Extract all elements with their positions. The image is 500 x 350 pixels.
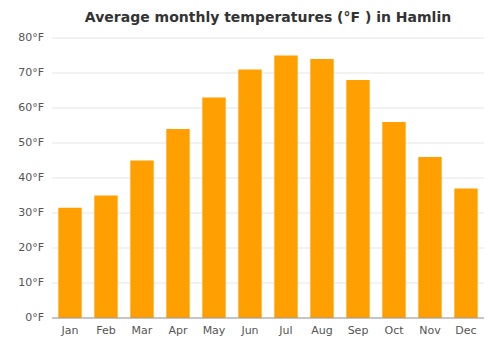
bar (382, 122, 405, 318)
x-tick-label: May (203, 324, 226, 337)
grid-line (52, 143, 484, 144)
y-tick-label: 70°F (18, 66, 44, 79)
x-tick-label: Jul (278, 324, 292, 337)
bar (346, 80, 369, 318)
bar (58, 208, 81, 318)
bar (166, 129, 189, 318)
bar (202, 98, 225, 319)
grid-line (52, 73, 484, 74)
bar (454, 189, 477, 319)
y-tick-label: 10°F (18, 276, 44, 289)
title: Average monthly temperatures (°F ) in Ha… (85, 9, 451, 25)
grid-line (52, 108, 484, 109)
y-axis: 0°F 10°F 20°F 30°F 40°F 50°F 60°F 70°F 80°F (18, 31, 484, 324)
y-tick-label: 40°F (18, 171, 44, 184)
y-tick-label: 20°F (18, 241, 44, 254)
x-tick-label: Dec (455, 324, 476, 337)
x-tick-label: Aug (311, 324, 332, 337)
bar (238, 70, 261, 319)
y-tick-label: 50°F (18, 136, 44, 149)
x-tick-label: Oct (384, 324, 404, 337)
bar (130, 161, 153, 319)
y-tick-label: 60°F (18, 101, 44, 114)
x-tick-label: Feb (96, 324, 115, 337)
x-axis: Jan Feb Mar Apr May Jun Jul Aug Sep Oct Nov Dec (52, 318, 484, 337)
x-tick-label: Jun (240, 324, 258, 337)
page: {"chart_data": {"type": "bar", "title": … (0, 0, 500, 350)
x-tick-label: Sep (348, 324, 369, 337)
grid-line (52, 318, 484, 319)
bar (94, 196, 117, 319)
x-tick-label: Mar (132, 324, 153, 337)
x-axis-line (52, 318, 484, 319)
x-tick-label: Nov (419, 324, 441, 337)
bars (58, 56, 477, 319)
bar (310, 59, 333, 318)
x-tick-label: Jan (61, 324, 79, 337)
bar (418, 157, 441, 318)
grid-line (52, 38, 484, 39)
y-tick-label: 30°F (18, 206, 44, 219)
x-tick-label: Apr (168, 324, 188, 337)
y-tick-label: 80°F (18, 31, 44, 44)
bar (274, 56, 297, 319)
chart: Average monthly temperatures (°F ) in Ha… (0, 0, 500, 350)
y-tick-label: 0°F (25, 311, 44, 324)
